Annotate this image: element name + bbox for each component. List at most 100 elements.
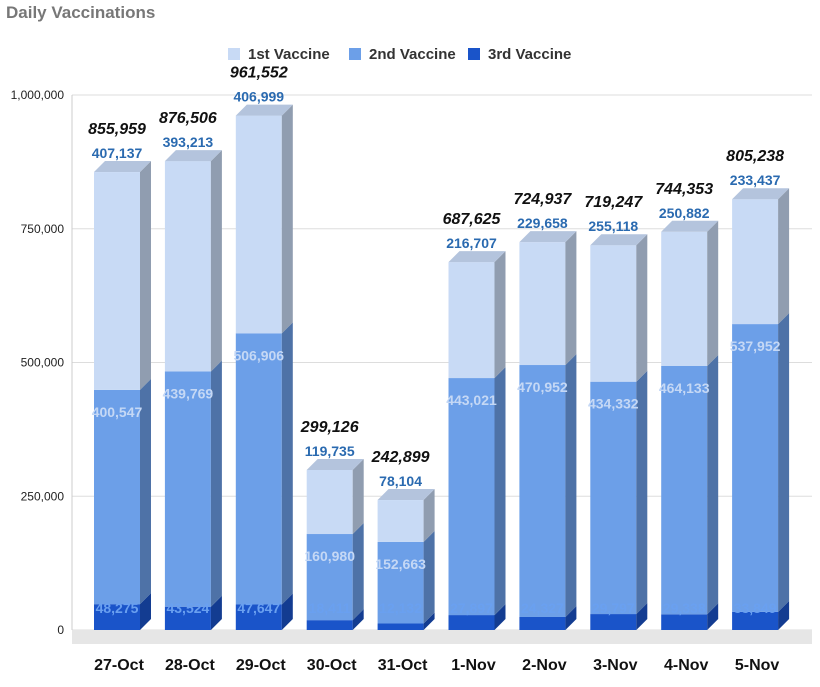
segment-value-label: 48,275 (96, 600, 139, 616)
x-tick-label: 30-Oct (307, 657, 357, 674)
segment-value-label: 255,118 (588, 218, 638, 234)
legend-label: 3rd Vaccine (488, 46, 571, 63)
segment-value-label: 470,952 (517, 379, 568, 395)
y-tick-label: 750,000 (21, 222, 65, 236)
bar-stack (590, 234, 648, 630)
bar-segment-side (778, 188, 790, 325)
bar-segment-side (210, 150, 222, 372)
bar-segment-front (661, 614, 708, 630)
segment-value-label: 18,411 (309, 600, 351, 616)
x-tick-label: 27-Oct (94, 657, 144, 674)
bar-segment-front (590, 614, 637, 630)
segment-value-label: 406,999 (233, 89, 284, 105)
x-tick-label: 3-Nov (593, 657, 638, 674)
bar-segment-front (519, 365, 566, 617)
segment-value-label: 250,882 (659, 205, 710, 221)
bar-stack (235, 104, 293, 630)
bar-stack (448, 251, 506, 630)
x-tick-label: 4-Nov (664, 657, 709, 674)
bar-top-face (661, 220, 719, 232)
segment-value-label: 229,658 (517, 215, 568, 231)
y-tick-label: 500,000 (21, 356, 65, 370)
bar-stack (94, 161, 151, 630)
segment-value-label: 29,338 (663, 600, 706, 616)
chart-floor (72, 630, 812, 644)
bar-segment-side (707, 603, 719, 630)
legend-label: 2nd Vaccine (369, 46, 456, 63)
bar-stack (306, 458, 364, 630)
total-value-label: 876,506 (159, 110, 217, 127)
labels-layer: 48,275 400,547 407,137 855,959 43,524 439,769… (88, 65, 784, 616)
bar-segment-front (661, 231, 708, 366)
segment-value-label: 43,524 (166, 600, 209, 616)
bar-segment-side (281, 593, 293, 630)
bar-segment-side (140, 161, 151, 390)
legend-item: 3rd Vaccine (468, 46, 571, 63)
bar-top-face (448, 251, 506, 263)
bar-segment-side (352, 458, 364, 535)
segment-value-label: 33,849 (734, 600, 777, 616)
bar-segment-side (636, 603, 648, 630)
segment-value-label: 24,327 (521, 600, 564, 616)
bar-segment-side (778, 600, 790, 630)
bar-segment-side (565, 354, 577, 617)
bar-segment-side (494, 604, 506, 630)
bar-stack (519, 231, 577, 630)
bar-segment-side (352, 609, 364, 630)
total-value-label: 855,959 (88, 121, 146, 138)
segment-value-label: 27,897 (450, 600, 493, 616)
bar-stack (164, 150, 222, 630)
bar-segment-side (210, 360, 222, 607)
segment-value-label: 506,906 (233, 347, 284, 363)
x-tick-label: 5-Nov (735, 657, 780, 674)
legend-swatch (349, 48, 361, 60)
bar-segment-front (519, 616, 566, 630)
x-tick-label: 2-Nov (522, 657, 567, 674)
bar-segment-side (210, 595, 222, 630)
bar-top-face (235, 104, 293, 116)
segment-value-label: 407,137 (92, 145, 143, 161)
segment-value-label: 439,769 (163, 385, 214, 401)
segment-value-label: 216,707 (446, 235, 497, 251)
bar-segment-front (235, 333, 282, 605)
bar-segment-front (306, 469, 353, 535)
segment-value-label: 12,132 (379, 600, 422, 616)
bar-segment-side (565, 605, 577, 630)
bar-top-face (164, 150, 222, 162)
total-value-label: 961,552 (230, 65, 288, 82)
bar-segment-side (352, 523, 364, 621)
legend-swatch (468, 48, 480, 60)
bar-segment-side (494, 251, 506, 379)
bar-segment-side (140, 378, 151, 605)
y-tick-label: 250,000 (21, 489, 65, 503)
bar-segment-front (94, 604, 140, 630)
bar-segment-front (448, 262, 495, 379)
bar-segment-front (590, 381, 637, 615)
x-tick-label: 29-Oct (236, 657, 286, 674)
bar-segment-front (235, 604, 282, 630)
bar-segment-side (281, 322, 293, 605)
legend-item: 1st Vaccine (228, 46, 330, 63)
bar-segment-side (636, 234, 648, 382)
bar-segment-side (494, 367, 506, 616)
y-tick-label: 1,000,000 (11, 88, 65, 102)
bar-segment-front (661, 365, 708, 615)
bar-stack (732, 188, 790, 630)
segment-value-label: 393,213 (163, 134, 214, 150)
segment-value-label: 78,104 (379, 473, 422, 489)
bar-top-face (590, 234, 648, 246)
segment-value-label: 152,663 (375, 556, 426, 572)
y-tick-label: 0 (57, 623, 64, 637)
legend-label: 1st Vaccine (248, 46, 330, 63)
bar-segment-front (306, 534, 353, 621)
x-tick-label: 1-Nov (451, 657, 496, 674)
segment-value-label: 29,797 (592, 600, 635, 616)
bar-segment-front (94, 389, 140, 605)
bar-segment-side (423, 612, 435, 630)
bar-segment-side (281, 104, 293, 334)
segment-value-label: 233,437 (730, 172, 781, 188)
segment-value-label: 160,980 (304, 548, 355, 564)
total-value-label: 299,126 (300, 419, 359, 436)
bar-segment-front (732, 324, 779, 612)
